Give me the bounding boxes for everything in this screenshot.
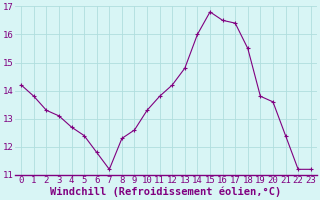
X-axis label: Windchill (Refroidissement éolien,°C): Windchill (Refroidissement éolien,°C) <box>50 187 282 197</box>
